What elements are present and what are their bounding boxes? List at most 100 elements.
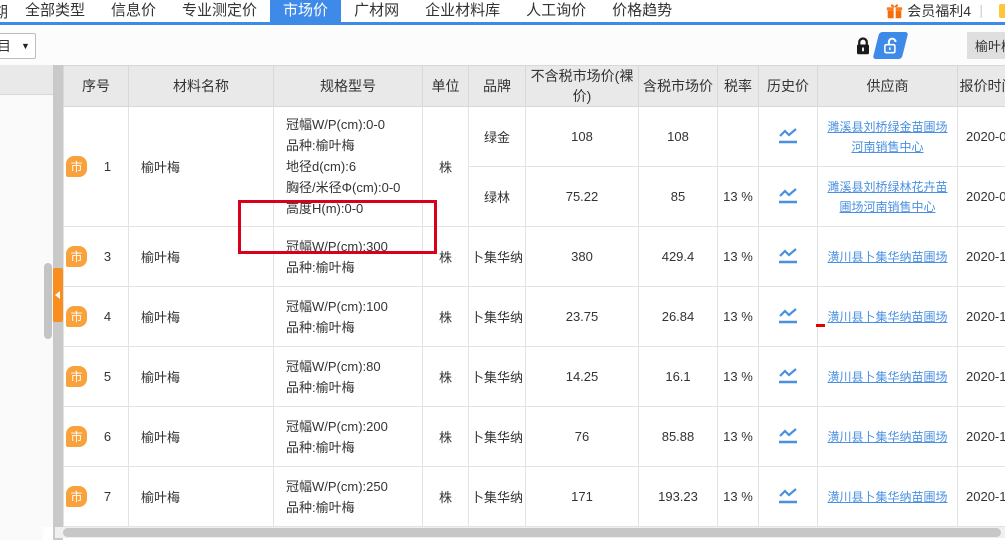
unit-cell: 株 — [422, 346, 469, 407]
market-badge-icon: 市 — [66, 366, 87, 387]
tax-rate-cell: 13 % — [717, 346, 759, 407]
nav-divider: | — [979, 2, 983, 18]
price-ex-tax-cell: 14.25 — [525, 346, 639, 407]
col-header-material-name: 材料名称 — [128, 65, 274, 107]
period-dropdown-value: 目 — [0, 38, 11, 54]
serial-number: 3 — [103, 249, 112, 264]
supplier-link[interactable]: 濉溪县刘桥绿林花卉苗圃场河南销售中心 — [827, 179, 948, 214]
price-inc-tax-cell: 85.88 — [638, 406, 718, 467]
vertical-scrollbar-thumb[interactable] — [44, 263, 52, 339]
supplier-cell: 潢川县卜集华纳苗圃场 — [817, 466, 958, 527]
brand-cell: 卜集华纳 — [468, 226, 526, 287]
lock-open-icon — [883, 37, 896, 53]
serial-number: 6 — [103, 429, 112, 444]
price-ex-tax-cell: 76 — [525, 406, 639, 467]
supplier-link[interactable]: 潢川县卜集华纳苗圃场 — [827, 369, 948, 384]
tax-rate-cell: 13 % — [717, 286, 759, 347]
collapsed-side-panel — [0, 65, 43, 540]
price-history-chart-icon[interactable] — [777, 426, 799, 444]
quote-time-cell: 2020-1 — [957, 406, 1005, 467]
toolbar: 目 ▼ 榆叶梅 — [0, 25, 1005, 65]
tax-rate-cell: 13 % — [717, 466, 759, 527]
tax-rate-cell: 13 % — [717, 406, 759, 467]
quote-time-cell: 2020-1 — [957, 346, 1005, 407]
price-inc-tax-cell: 26.84 — [638, 286, 718, 347]
history-price-cell — [758, 166, 818, 227]
nav-item-info-price[interactable]: 信息价 — [111, 2, 157, 19]
brand-cell: 卜集华纳 — [468, 406, 526, 467]
quote-time-cell: 2020-1 — [957, 226, 1005, 287]
nav-underline — [0, 22, 1005, 25]
supplier-link[interactable]: 潢川县卜集华纳苗圃场 — [827, 489, 948, 504]
price-history-chart-icon[interactable] — [777, 486, 799, 504]
col-header-serial: 序号 — [63, 65, 129, 107]
price-history-chart-icon[interactable] — [777, 306, 799, 324]
brand-cell: 卜集华纳 — [468, 466, 526, 527]
nav-item-manual-inquiry[interactable]: 人工询价 — [526, 2, 587, 19]
serial-cell: 市 3 — [63, 226, 129, 287]
table-row: 市 5 榆叶梅 冠幅W/P(cm):80 品种:榆叶梅 株 卜集华纳 14.25 … — [63, 346, 1005, 407]
price-ex-tax-cell: 108 — [525, 106, 639, 167]
col-header-price-inc-tax: 含税市场价 — [638, 65, 718, 107]
supplier-link[interactable]: 潢川县卜集华纳苗圃场 — [827, 309, 948, 324]
price-history-chart-icon[interactable] — [777, 126, 799, 144]
col-header-unit: 单位 — [422, 65, 469, 107]
price-history-chart-icon[interactable] — [777, 186, 799, 204]
unit-cell: 株 — [422, 286, 469, 347]
member-benefits-link[interactable]: 会员福利4 — [886, 1, 971, 21]
table-row: 绿林 75.22 85 13 % 濉溪县刘桥绿林花卉苗圃场河南销售中心 2020… — [64, 166, 1005, 227]
lock-closed-button[interactable] — [850, 32, 876, 59]
price-history-chart-icon[interactable] — [777, 366, 799, 384]
tax-rate-cell: 13 % — [717, 166, 759, 227]
brand-cell: 卜集华纳 — [468, 346, 526, 407]
nav-item-partial-left[interactable]: 期 — [0, 4, 9, 21]
history-price-cell — [758, 466, 818, 527]
history-price-cell — [758, 286, 818, 347]
brand-cell: 绿林 — [468, 166, 526, 227]
nav-item-market-price-active[interactable]: 市场价 — [270, 0, 342, 22]
brand-cell: 卜集华纳 — [468, 286, 526, 347]
price-inc-tax-cell: 85 — [638, 166, 718, 227]
market-badge-icon: 市 — [66, 426, 87, 447]
serial-cell: 市 5 — [63, 346, 129, 407]
market-badge-icon: 市 — [66, 156, 87, 177]
price-table: 序号 材料名称 规格型号 单位 品牌 不含税市场价(裸价) 含税市场价 税率 历… — [63, 65, 1005, 527]
material-name-cell: 榆叶梅 — [128, 226, 274, 287]
clipped-icon-right — [999, 4, 1005, 18]
quote-time-cell: 2020-1 — [957, 286, 1005, 347]
spec-cell: 冠幅W/P(cm):300 品种:榆叶梅 — [273, 226, 423, 287]
member-benefits-label: 会员福利4 — [907, 3, 971, 19]
serial-number: 7 — [103, 489, 112, 504]
horizontal-scrollbar-thumb[interactable] — [63, 528, 1001, 537]
table-row: 市 6 榆叶梅 冠幅W/P(cm):200 品种:榆叶梅 株 卜集华纳 76 85… — [63, 406, 1005, 467]
price-inc-tax-cell: 108 — [638, 106, 718, 167]
nav-item-guangcai-net[interactable]: 广材网 — [354, 2, 400, 19]
period-dropdown[interactable]: 目 ▼ — [0, 33, 36, 59]
price-history-chart-icon[interactable] — [777, 246, 799, 264]
keyword-chip[interactable]: 榆叶梅 — [967, 32, 1005, 59]
col-header-brand: 品牌 — [468, 65, 526, 107]
nav-item-price-trend[interactable]: 价格趋势 — [612, 2, 673, 19]
tax-rate-cell — [717, 106, 759, 167]
unit-cell: 株 — [422, 406, 469, 467]
nav-item-all-types[interactable]: 全部类型 — [25, 2, 86, 19]
table-header-row: 序号 材料名称 规格型号 单位 品牌 不含税市场价(裸价) 含税市场价 税率 历… — [63, 65, 1005, 107]
price-table-container: 序号 材料名称 规格型号 单位 品牌 不含税市场价(裸价) 含税市场价 税率 历… — [63, 65, 1005, 527]
supplier-link[interactable]: 潢川县卜集华纳苗圃场 — [827, 429, 948, 444]
supplier-link[interactable]: 潢川县卜集华纳苗圃场 — [827, 249, 948, 264]
nav-item-enterprise-library[interactable]: 企业材料库 — [425, 2, 501, 19]
quote-time-cell: 2020-0 — [957, 106, 1005, 167]
chevron-left-icon — [55, 291, 60, 299]
history-price-cell — [758, 406, 818, 467]
supplier-cell: 潢川县卜集华纳苗圃场 — [817, 286, 958, 347]
material-name-cell: 榆叶梅 — [128, 286, 274, 347]
supplier-link[interactable]: 濉溪县刘桥绿金苗圃场河南销售中心 — [827, 119, 948, 154]
supplier-cell: 濉溪县刘桥绿林花卉苗圃场河南销售中心 — [817, 166, 958, 227]
partial-empty-row — [63, 526, 1005, 527]
history-price-cell — [758, 226, 818, 287]
lock-open-button[interactable] — [872, 32, 909, 59]
nav-item-professional-price[interactable]: 专业测定价 — [182, 2, 258, 19]
col-header-quote-time: 报价时间 — [957, 65, 1005, 107]
panel-collapse-handle[interactable] — [53, 268, 63, 322]
gift-icon — [887, 3, 903, 18]
